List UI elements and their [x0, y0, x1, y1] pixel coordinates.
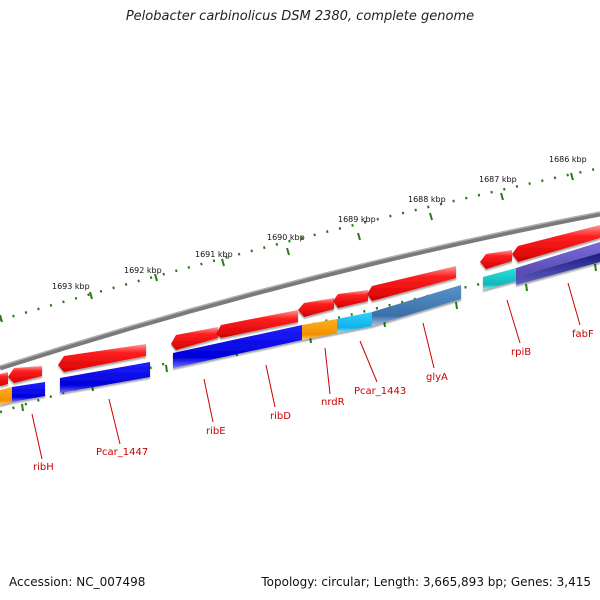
gene-bar[interactable] [302, 319, 337, 340]
genome-summary-text: Topology: circular; Length: 3,665,893 bp… [261, 575, 591, 589]
gene-arrow[interactable] [333, 290, 368, 308]
kbp-label: 1689 kbp [338, 215, 376, 224]
label-leaders [31, 282, 581, 460]
map-title: Pelobacter carbinolicus DSM 2380, comple… [125, 9, 475, 24]
gene-label-rpiB[interactable]: rpiB [511, 347, 531, 358]
gene-arrow[interactable] [171, 327, 218, 350]
gene-bars [0, 242, 600, 405]
gene-bar[interactable] [372, 285, 461, 326]
gene-label-fabF[interactable]: fabF [572, 329, 594, 340]
kbp-label: 1692 kbp [124, 266, 162, 275]
gene-bar[interactable] [483, 268, 516, 290]
gene-arrow[interactable] [216, 310, 298, 338]
gene-arrows-red [0, 225, 600, 386]
gene-label-nrdR[interactable]: nrdR [321, 397, 345, 408]
gene-bar[interactable] [516, 242, 600, 277]
gene-arrow[interactable] [298, 298, 334, 317]
kbp-label: 1691 kbp [195, 250, 233, 259]
scale-major-ticks [0, 172, 574, 323]
kbp-label: 1688 kbp [408, 195, 446, 204]
gene-arrow[interactable] [367, 266, 456, 301]
gene-bar[interactable] [60, 362, 150, 393]
kbp-label: 1687 kbp [479, 175, 517, 184]
kbp-label: 1690 kbp [267, 233, 305, 242]
gene-arrow[interactable] [512, 225, 600, 262]
gene-bar[interactable] [12, 382, 45, 402]
gene-label-pcar-1447[interactable]: Pcar_1447 [96, 447, 148, 458]
gene-arrow[interactable] [8, 366, 42, 383]
gene-label-ribE[interactable]: ribE [206, 426, 226, 437]
gene-label-pcar-1443[interactable]: Pcar_1443 [354, 386, 406, 397]
gene-bar[interactable] [516, 253, 600, 285]
gene-label-ribD[interactable]: ribD [270, 411, 291, 422]
gene-label-ribH[interactable]: ribH [33, 462, 54, 473]
gene-arrow[interactable] [480, 250, 512, 269]
kbp-label: 1686 kbp [549, 155, 587, 164]
gene-bar[interactable] [0, 387, 12, 405]
gene-arrow[interactable] [58, 344, 146, 372]
gene-bar[interactable] [173, 325, 302, 368]
genome-backbone [0, 211, 600, 371]
accession-text: Accession: NC_007498 [9, 575, 146, 589]
gene-label-glyA[interactable]: glyA [426, 372, 448, 383]
scale-ring-outer [0, 166, 600, 322]
gene-arrow[interactable] [0, 372, 8, 386]
gene-bar[interactable] [337, 312, 372, 333]
kbp-label: 1693 kbp [52, 282, 90, 291]
